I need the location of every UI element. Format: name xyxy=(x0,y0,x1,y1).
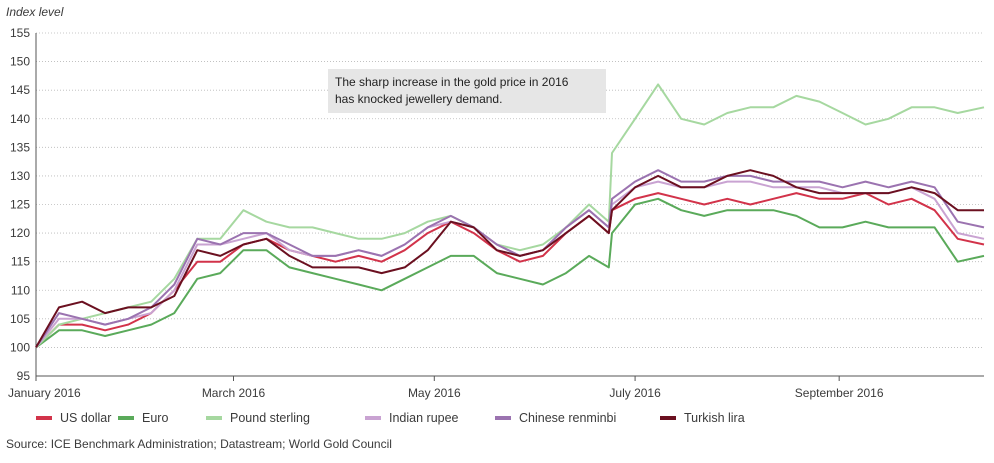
y-tick-label: 110 xyxy=(11,283,30,297)
x-tick-label: July 2016 xyxy=(609,386,661,400)
y-axis-title: Index level xyxy=(6,5,64,19)
y-tick-label: 145 xyxy=(10,83,30,97)
series-line-euro xyxy=(35,197,985,349)
annotation-line-2: has knocked jewellery demand. xyxy=(335,92,502,106)
series-line-us-dollar xyxy=(35,192,985,349)
y-tick-label: 135 xyxy=(10,140,30,154)
legend-label: Pound sterling xyxy=(230,411,310,425)
y-tick-label: 140 xyxy=(10,112,30,126)
y-tick-label: 125 xyxy=(10,198,30,212)
series-line-indian-rupee xyxy=(35,180,985,349)
y-tick-label: 155 xyxy=(10,26,30,40)
y-axis: 95 100 105 110 115 120 125 130 135 140 145 150 155 xyxy=(10,26,37,383)
series-line-turkish-lira xyxy=(35,169,984,348)
x-tick-label: January 2016 xyxy=(8,386,81,400)
y-tick-label: 150 xyxy=(10,55,30,69)
x-tick-label: September 2016 xyxy=(795,386,884,400)
y-tick-label: 130 xyxy=(10,169,30,183)
gridlines xyxy=(36,32,984,377)
legend-label: Chinese renminbi xyxy=(519,411,616,425)
x-axis: January 2016 March 2016 May 2016 July 2016 S… xyxy=(8,375,984,400)
annotation-background xyxy=(328,69,606,113)
legend: US dollar Euro Pound sterling Indian rupee C… xyxy=(36,411,745,425)
annotation-line-1: The sharp increase in the gold price in … xyxy=(335,75,569,89)
series-line-chinese-renminbi xyxy=(35,169,985,348)
annotation-box: The sharp increase in the gold price in … xyxy=(328,69,606,113)
y-tick-label: 120 xyxy=(10,226,30,240)
x-tick-label: May 2016 xyxy=(408,386,461,400)
y-tick-label: 95 xyxy=(17,369,31,383)
legend-label: US dollar xyxy=(60,411,111,425)
series-lines xyxy=(35,83,985,349)
source-note: Source: ICE Benchmark Administration; Da… xyxy=(6,437,392,451)
legend-label: Turkish lira xyxy=(684,411,745,425)
y-tick-label: 115 xyxy=(11,255,30,269)
legend-label: Euro xyxy=(142,411,168,425)
y-tick-label: 105 xyxy=(10,312,30,326)
legend-label: Indian rupee xyxy=(389,411,459,425)
x-tick-label: March 2016 xyxy=(202,386,266,400)
y-tick-label: 100 xyxy=(10,340,30,354)
